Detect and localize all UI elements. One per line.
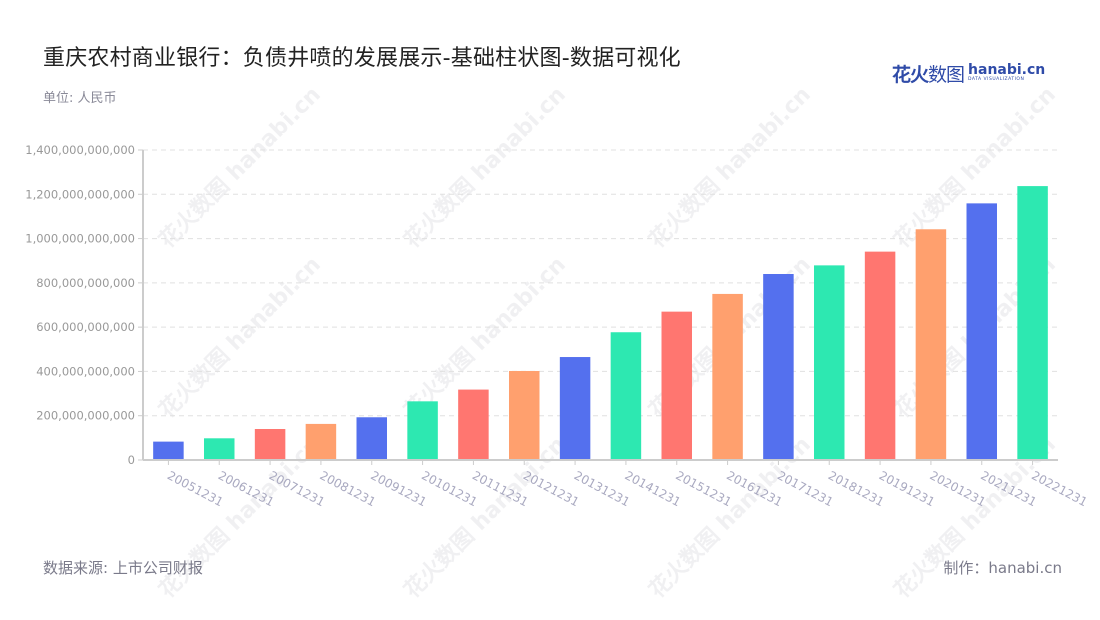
y-tick-label: 1,000,000,000,000 xyxy=(25,232,135,246)
bar-20141231[interactable] xyxy=(610,332,642,460)
x-axis: 2005123120061231200712312008123120091231… xyxy=(143,459,1090,509)
x-tick-label: 20221231 xyxy=(1029,468,1090,509)
bar-20121231[interactable] xyxy=(509,370,540,460)
bar-20091231[interactable] xyxy=(356,417,388,460)
x-tick-label: 20171231 xyxy=(775,468,836,509)
y-tick-label: 400,000,000,000 xyxy=(36,364,135,378)
bar-20081231[interactable] xyxy=(305,423,337,460)
unit-label: 单位: 人民币 xyxy=(43,91,117,106)
bar-20131231[interactable] xyxy=(559,357,591,460)
bar-20071231[interactable] xyxy=(254,429,286,460)
bar-20191231[interactable] xyxy=(864,251,896,460)
hanabi-logo[interactable]: 花火数图 hanabi.cn DATA VISUALIZATION xyxy=(892,60,1045,87)
chart-title: 重庆农村商业银行：负债井喷的发展展示-基础柱状图-数据可视化 xyxy=(43,46,681,71)
bar-20211231[interactable] xyxy=(966,203,998,460)
bars xyxy=(153,186,1048,461)
x-tick-label: 20121231 xyxy=(521,468,582,509)
bar-20181231[interactable] xyxy=(814,265,845,460)
bar-20101231[interactable] xyxy=(407,401,438,460)
x-tick-label: 20071231 xyxy=(267,468,328,509)
x-tick-label: 20181231 xyxy=(826,468,887,509)
y-axis: 0 200,000,000,000 400,000,000,000 600,000,0… xyxy=(25,143,144,467)
y-tick-label: 200,000,000,000 xyxy=(36,409,135,423)
bar-20051231[interactable] xyxy=(153,441,184,460)
x-tick-label: 20161231 xyxy=(724,468,785,509)
x-tick-label: 20111231 xyxy=(470,468,531,509)
x-tick-label: 20201231 xyxy=(928,468,989,509)
x-tick-label: 20151231 xyxy=(673,468,734,509)
x-tick-label: 20081231 xyxy=(318,468,379,509)
y-tick-label: 1,200,000,000,000 xyxy=(25,187,135,201)
bar-20201231[interactable] xyxy=(915,229,947,460)
bar-20151231[interactable] xyxy=(661,311,693,460)
x-tick-label: 20091231 xyxy=(368,468,429,509)
x-tick-label: 20101231 xyxy=(419,468,480,509)
bar-20171231[interactable] xyxy=(763,274,794,460)
x-tick-label: 20131231 xyxy=(572,468,633,509)
bar-20111231[interactable] xyxy=(458,389,489,460)
y-tick-label: 1,400,000,000,000 xyxy=(25,143,135,157)
data-source: 数据来源: 上市公司财报 xyxy=(43,559,203,577)
x-tick-label: 20051231 xyxy=(165,468,226,509)
logo-en-text: hanabi.cn DATA VISUALIZATION xyxy=(968,62,1046,82)
logo-cn-text: 花火数图 xyxy=(892,64,965,86)
y-tick-label: 800,000,000,000 xyxy=(36,276,135,290)
x-tick-label: 20061231 xyxy=(216,468,277,509)
bar-20161231[interactable] xyxy=(712,293,743,460)
credit-link[interactable]: 制作：hanabi.cn xyxy=(943,559,1062,577)
y-tick-label: 600,000,000,000 xyxy=(36,320,135,334)
y-tick-label: 0 xyxy=(128,453,135,467)
x-tick-label: 20211231 xyxy=(978,468,1039,509)
bar-20221231[interactable] xyxy=(1017,186,1048,461)
x-tick-label: 20191231 xyxy=(877,468,938,509)
bar-20061231[interactable] xyxy=(204,438,235,460)
x-tick-label: 20141231 xyxy=(623,468,684,509)
